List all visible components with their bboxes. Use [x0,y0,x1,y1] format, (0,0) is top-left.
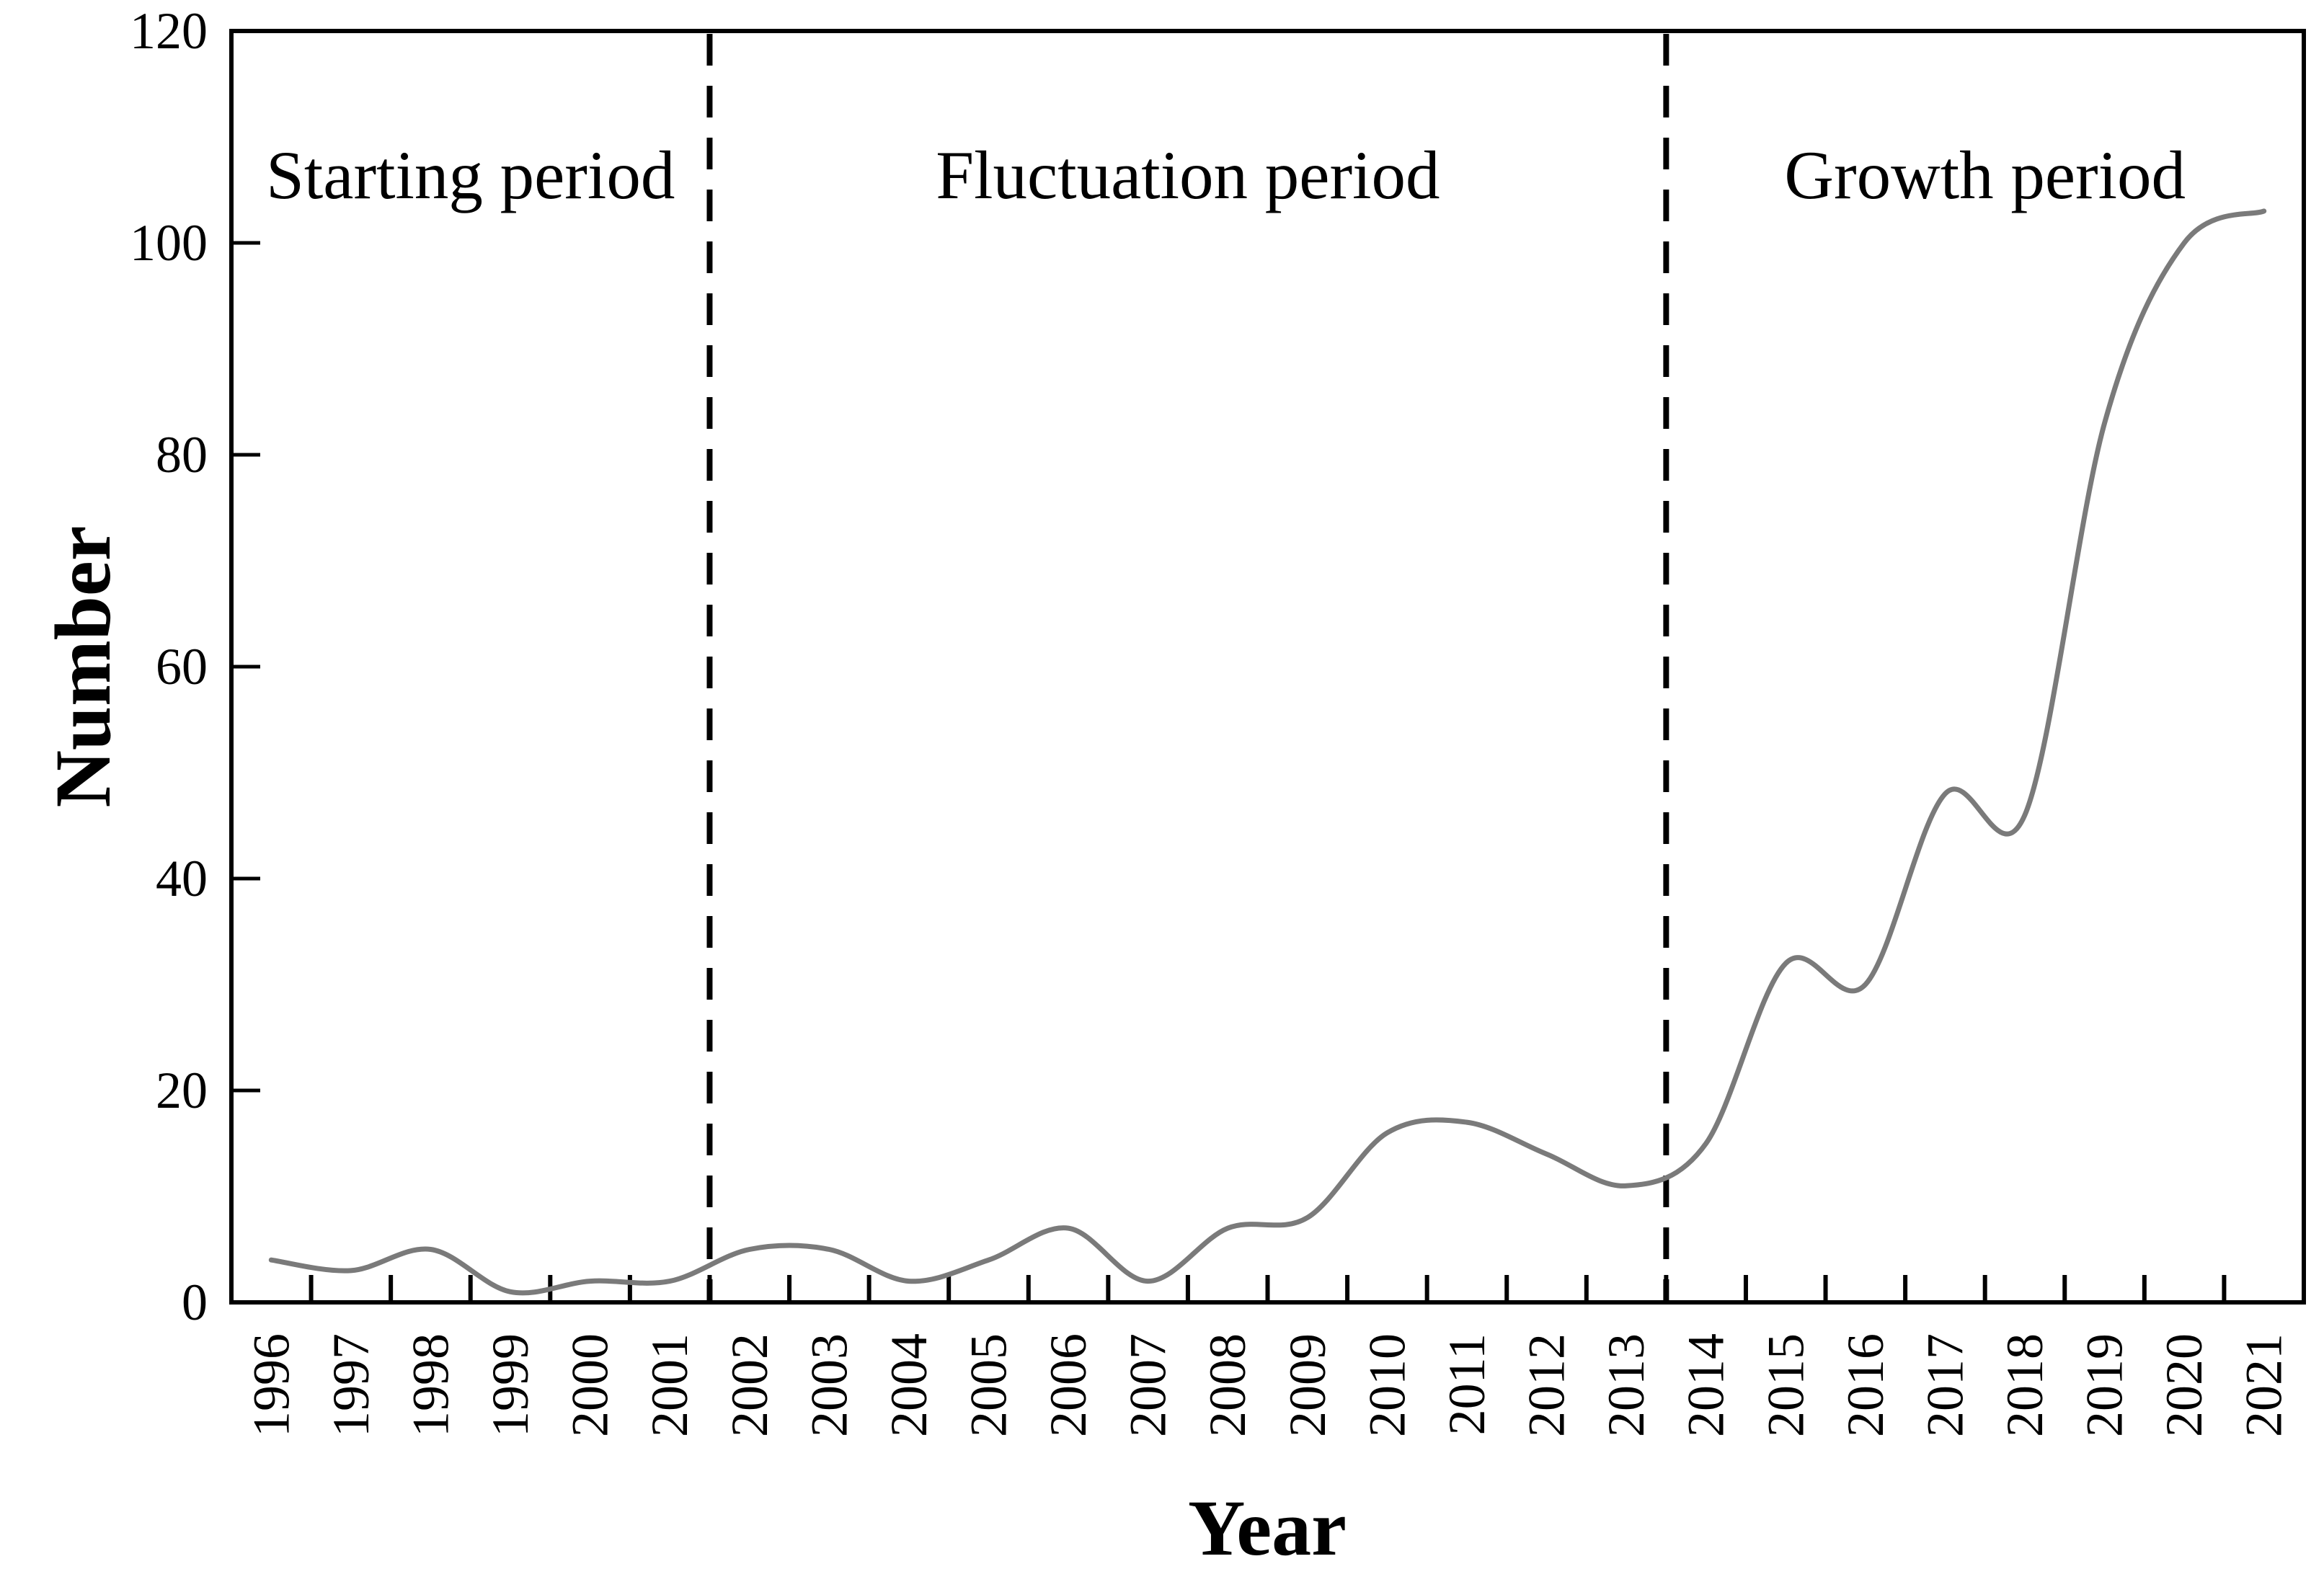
y-tick-label: 0 [182,1274,208,1331]
period-divider-lines [706,34,1669,1300]
x-tick-label: 2005 [959,1333,1017,1437]
y-tick-label: 40 [156,850,208,907]
x-tick-label: 2008 [1199,1333,1256,1437]
x-axis-title: Year [1188,1484,1347,1572]
x-tick-label: 1997 [322,1333,380,1437]
x-tick-label: 2017 [1916,1333,1974,1437]
plot-border [229,29,2306,1305]
x-tick-label: 2011 [1438,1333,1496,1435]
y-tick-label: 60 [156,638,208,696]
x-tick-label: 2016 [1837,1333,1894,1437]
x-tick-label: 2018 [1996,1333,2054,1437]
x-tick-label: 2013 [1597,1333,1655,1437]
x-tick-label: 2020 [2155,1333,2213,1437]
y-tick-label: 80 [156,426,208,484]
x-tick-label: 2004 [880,1333,938,1437]
x-tick-label: 2019 [2076,1333,2134,1437]
y-axis-title: Number [39,525,127,807]
x-tick-label: 2000 [562,1333,619,1437]
x-tick-label: 2012 [1518,1333,1576,1437]
trend-line [268,208,2267,1296]
y-tick-label: 120 [130,2,208,60]
y-tick-label: 20 [156,1062,208,1119]
x-tick-label: 1996 [242,1333,300,1437]
x-tick-label: 2001 [641,1333,698,1437]
x-tick-label: 1999 [482,1333,539,1437]
annotation-fluctuation-period: Fluctuation period [936,137,1440,213]
annotation-starting-period: Starting period [266,137,675,213]
y-tick-label: 100 [130,214,208,272]
x-tick-label: 1998 [402,1333,459,1437]
x-tick-label: 2021 [2235,1333,2293,1437]
x-tick-label: 2010 [1358,1333,1416,1437]
x-tick-label: 2007 [1119,1333,1177,1437]
annotation-growth-period: Growth period [1784,137,2186,213]
y-axis-ticks [231,29,260,1305]
x-axis-ticks [229,1275,2306,1302]
x-tick-label: 2015 [1757,1333,1814,1437]
x-tick-label: 2014 [1677,1333,1735,1437]
y-axis-tick-labels: 0 20 40 60 80 100 120 [130,2,208,1331]
x-tick-label: 2002 [721,1333,779,1437]
x-tick-label: 2003 [800,1333,858,1437]
x-tick-label: 2009 [1279,1333,1336,1437]
x-tick-label: 2006 [1039,1333,1097,1437]
x-axis-tick-labels: 1996 1997 1998 1999 2000 2001 2002 2003 2004 2005… [242,1333,2292,1437]
